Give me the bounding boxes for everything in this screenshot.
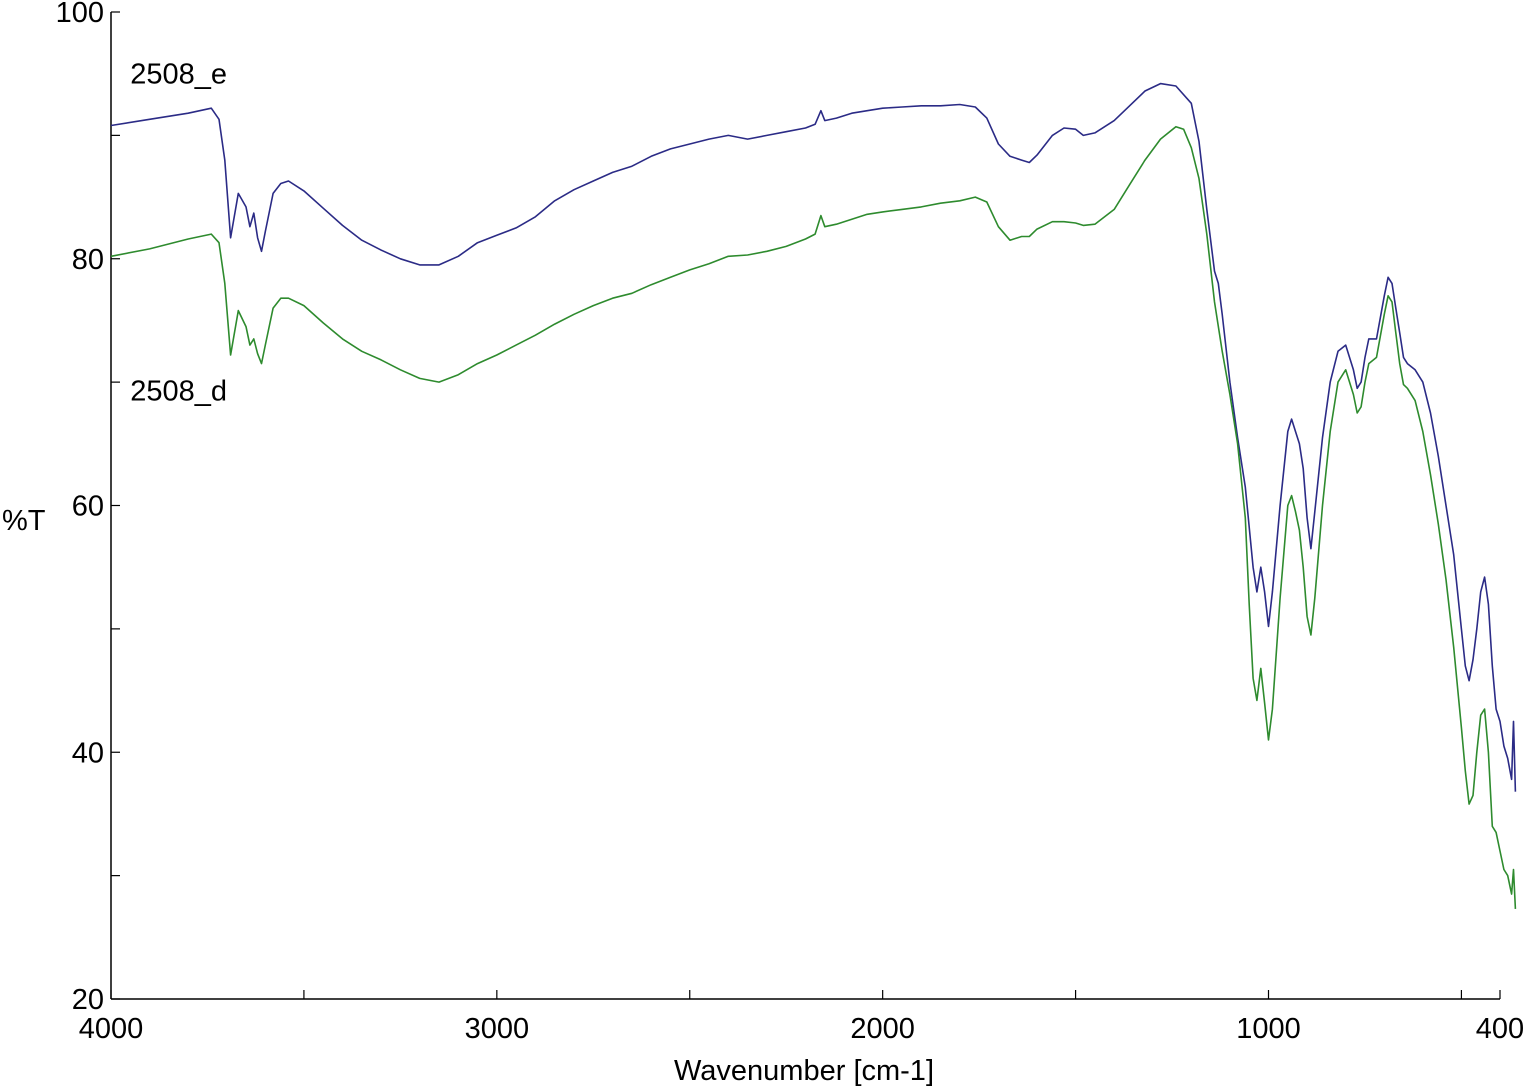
x-tick-label: 4000 — [79, 1013, 144, 1045]
ticks: 4000 3000 2000 1000 400 20 40 60 80 100 — [56, 0, 1524, 1045]
x-axis-label: Wavenumber [cm-1] — [674, 1055, 934, 1087]
y-tick-label: 40 — [72, 737, 104, 769]
series-label-2508_d: 2508_d — [130, 376, 227, 408]
series-line-2508_e — [110, 82, 1517, 792]
series-group — [110, 82, 1517, 909]
axes — [110, 12, 1500, 1000]
x-tick-label: 3000 — [465, 1013, 530, 1045]
x-tick-label: 2000 — [850, 1013, 915, 1045]
labels: Wavenumber [cm-1] %T 2508_e 2508_d — [2, 59, 934, 1087]
series-line-2508_d — [110, 125, 1517, 909]
series-label-2508_e: 2508_e — [130, 59, 227, 91]
y-tick-label: 80 — [72, 244, 104, 276]
x-tick-label: 400 — [1476, 1013, 1524, 1045]
y-axis-label: %T — [2, 505, 46, 537]
y-tick-label: 100 — [56, 0, 104, 29]
x-tick-label: 1000 — [1236, 1013, 1301, 1045]
y-tick-label: 20 — [72, 984, 104, 1016]
y-tick-label: 60 — [72, 491, 104, 523]
